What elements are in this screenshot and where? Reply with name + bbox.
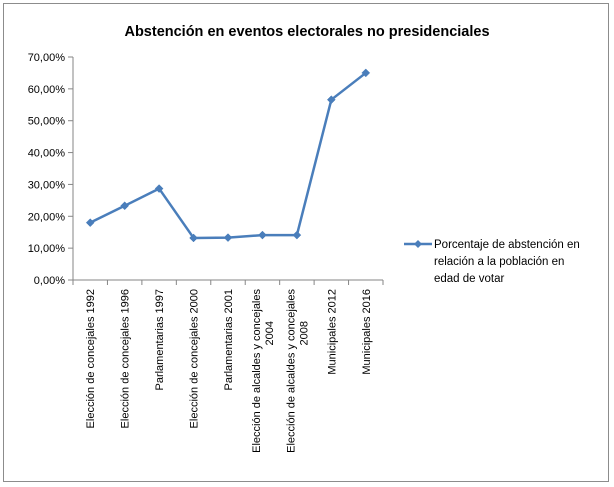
x-tick-label: Parlamentarias 1997 — [154, 289, 166, 391]
data-point — [361, 68, 371, 78]
x-tick-label: Elección de concejales 1996 — [120, 289, 132, 428]
chart-frame — [3, 3, 609, 482]
y-tick-label: 30,00% — [28, 179, 66, 191]
x-tick-label: Municipales 2016 — [361, 289, 373, 375]
axes — [72, 57, 383, 281]
x-tick-label: Elección de concejales 1992 — [85, 289, 97, 428]
series-line — [89, 71, 367, 240]
series-layer — [85, 68, 371, 243]
x-tick-label: Elección de alcaldes y concejales2004 — [251, 289, 276, 453]
legend-label: Porcentaje de abstención en relación a la… — [434, 239, 580, 285]
data-point — [85, 218, 95, 228]
y-tick-label: 50,00% — [28, 116, 66, 128]
y-tick-label: 10,00% — [28, 243, 66, 255]
y-tick-label: 20,00% — [28, 211, 66, 223]
data-point — [292, 230, 302, 240]
data-point — [258, 230, 267, 240]
x-tick-label: Elección de alcaldes y concejales2008 — [285, 289, 310, 453]
legend-marker — [414, 240, 422, 248]
x-tick-label: Parlamentarias 2001 — [223, 289, 235, 391]
data-point — [223, 233, 233, 242]
x-axis-ticks: Elección de concejales 1992 Elección de c… — [72, 280, 384, 453]
data-point — [154, 184, 164, 193]
y-axis-ticks: 0,00% 10,00% 20,00% 30,00% 40,00% 50,00% 60,00… — [28, 52, 73, 287]
y-tick-label: 40,00% — [28, 148, 66, 160]
x-tick-label: Elección de concejales 2000 — [189, 289, 201, 428]
data-point — [189, 233, 198, 243]
x-tick-label: Municipales 2012 — [326, 289, 338, 375]
y-tick-label: 60,00% — [28, 84, 66, 96]
y-tick-label: 70,00% — [28, 52, 66, 64]
legend: Porcentaje de abstención en relación a la… — [404, 239, 580, 285]
y-tick-label: 0,00% — [34, 275, 65, 287]
data-point — [120, 201, 130, 211]
data-point — [326, 95, 336, 105]
chart-title: Abstención en eventos electorales no pre… — [124, 24, 489, 40]
